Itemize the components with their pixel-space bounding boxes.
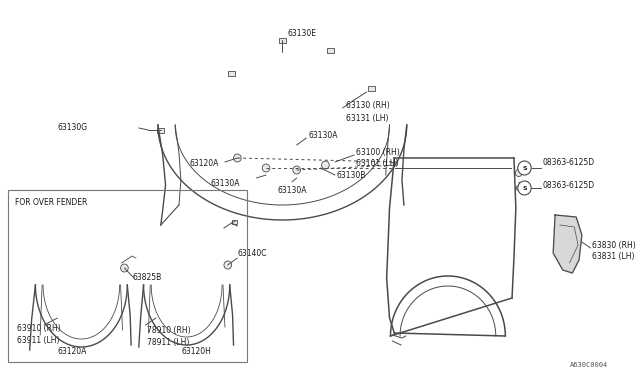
Text: 63825B: 63825B <box>132 273 161 282</box>
Circle shape <box>518 181 531 195</box>
Circle shape <box>262 164 270 172</box>
Text: 78911 (LH): 78911 (LH) <box>147 337 190 346</box>
Text: 63120A: 63120A <box>189 158 219 167</box>
Circle shape <box>234 154 241 162</box>
Text: 63130G: 63130G <box>58 122 88 131</box>
Circle shape <box>516 186 521 190</box>
Circle shape <box>515 170 522 176</box>
Circle shape <box>120 264 128 272</box>
Circle shape <box>224 261 232 269</box>
Text: 63120A: 63120A <box>58 346 87 356</box>
Text: FOR OVER FENDER: FOR OVER FENDER <box>15 198 88 206</box>
Text: 63911 (LH): 63911 (LH) <box>17 336 60 344</box>
Circle shape <box>293 166 301 174</box>
Text: A630C0004: A630C0004 <box>570 362 608 368</box>
Bar <box>232 220 237 224</box>
Text: 63910 (RH): 63910 (RH) <box>17 324 61 333</box>
Text: 08363-6125D: 08363-6125D <box>543 157 595 167</box>
Text: 63831 (LH): 63831 (LH) <box>593 253 635 262</box>
Bar <box>279 38 285 42</box>
Text: 63140C: 63140C <box>237 250 267 259</box>
Text: 63830 (RH): 63830 (RH) <box>593 241 636 250</box>
Bar <box>228 71 235 76</box>
Circle shape <box>518 161 531 175</box>
Text: 63130E: 63130E <box>287 29 316 38</box>
Bar <box>8 190 247 362</box>
Text: 63131 (LH): 63131 (LH) <box>346 113 389 122</box>
Text: 63130A: 63130A <box>278 186 307 195</box>
Text: S: S <box>522 186 527 190</box>
Polygon shape <box>553 215 582 273</box>
Bar <box>368 86 374 90</box>
Text: S: S <box>522 166 527 170</box>
Text: 63130 (RH): 63130 (RH) <box>346 100 390 109</box>
Text: 63130A: 63130A <box>308 131 338 140</box>
Text: 08363-6125D: 08363-6125D <box>543 180 595 189</box>
Text: 63101 (LH): 63101 (LH) <box>356 158 399 167</box>
Text: 63120H: 63120H <box>182 346 212 356</box>
Bar <box>327 48 333 52</box>
Text: 63130B: 63130B <box>337 170 366 180</box>
Circle shape <box>321 161 329 169</box>
Text: 63130A: 63130A <box>211 179 240 187</box>
Text: 78910 (RH): 78910 (RH) <box>147 326 191 334</box>
Text: 63100 (RH): 63100 (RH) <box>356 148 400 157</box>
Bar <box>157 128 164 132</box>
